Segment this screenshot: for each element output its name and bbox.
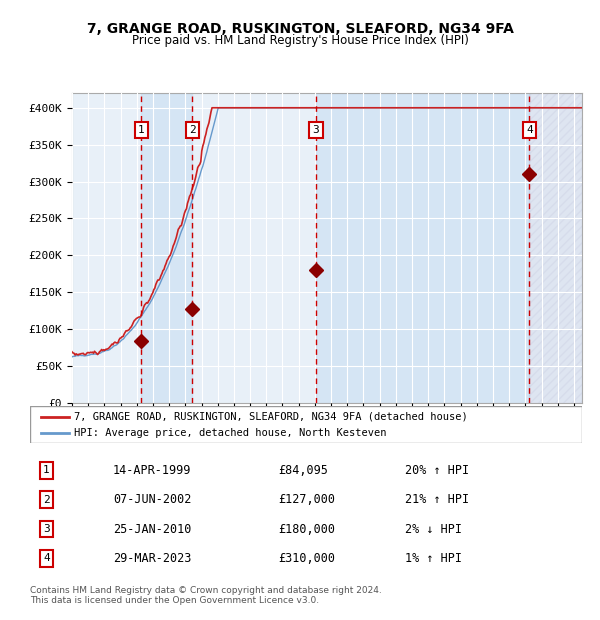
- Text: 7, GRANGE ROAD, RUSKINGTON, SLEAFORD, NG34 9FA: 7, GRANGE ROAD, RUSKINGTON, SLEAFORD, NG…: [86, 22, 514, 36]
- Text: 7, GRANGE ROAD, RUSKINGTON, SLEAFORD, NG34 9FA (detached house): 7, GRANGE ROAD, RUSKINGTON, SLEAFORD, NG…: [74, 412, 468, 422]
- Text: 3: 3: [43, 524, 50, 534]
- Text: 14-APR-1999: 14-APR-1999: [113, 464, 191, 477]
- FancyBboxPatch shape: [30, 406, 582, 443]
- Text: 4: 4: [43, 554, 50, 564]
- Text: 2% ↓ HPI: 2% ↓ HPI: [406, 523, 463, 536]
- Bar: [529, 93, 582, 403]
- Text: £84,095: £84,095: [278, 464, 328, 477]
- Text: 25-JAN-2010: 25-JAN-2010: [113, 523, 191, 536]
- Text: 07-JUN-2002: 07-JUN-2002: [113, 494, 191, 506]
- Text: 20% ↑ HPI: 20% ↑ HPI: [406, 464, 469, 477]
- Text: 2: 2: [189, 125, 196, 135]
- Text: £310,000: £310,000: [278, 552, 335, 565]
- Text: 2: 2: [43, 495, 50, 505]
- Text: Price paid vs. HM Land Registry's House Price Index (HPI): Price paid vs. HM Land Registry's House …: [131, 34, 469, 47]
- Text: 21% ↑ HPI: 21% ↑ HPI: [406, 494, 469, 506]
- Text: HPI: Average price, detached house, North Kesteven: HPI: Average price, detached house, Nort…: [74, 428, 386, 438]
- Text: 3: 3: [313, 125, 319, 135]
- Text: 1: 1: [43, 466, 50, 476]
- Text: 1: 1: [138, 125, 145, 135]
- Text: £180,000: £180,000: [278, 523, 335, 536]
- Text: 4: 4: [526, 125, 533, 135]
- Text: Contains HM Land Registry data © Crown copyright and database right 2024.
This d: Contains HM Land Registry data © Crown c…: [30, 586, 382, 605]
- Text: 29-MAR-2023: 29-MAR-2023: [113, 552, 191, 565]
- Text: £127,000: £127,000: [278, 494, 335, 506]
- Text: 1% ↑ HPI: 1% ↑ HPI: [406, 552, 463, 565]
- Bar: [142, 93, 193, 403]
- Bar: [316, 93, 529, 403]
